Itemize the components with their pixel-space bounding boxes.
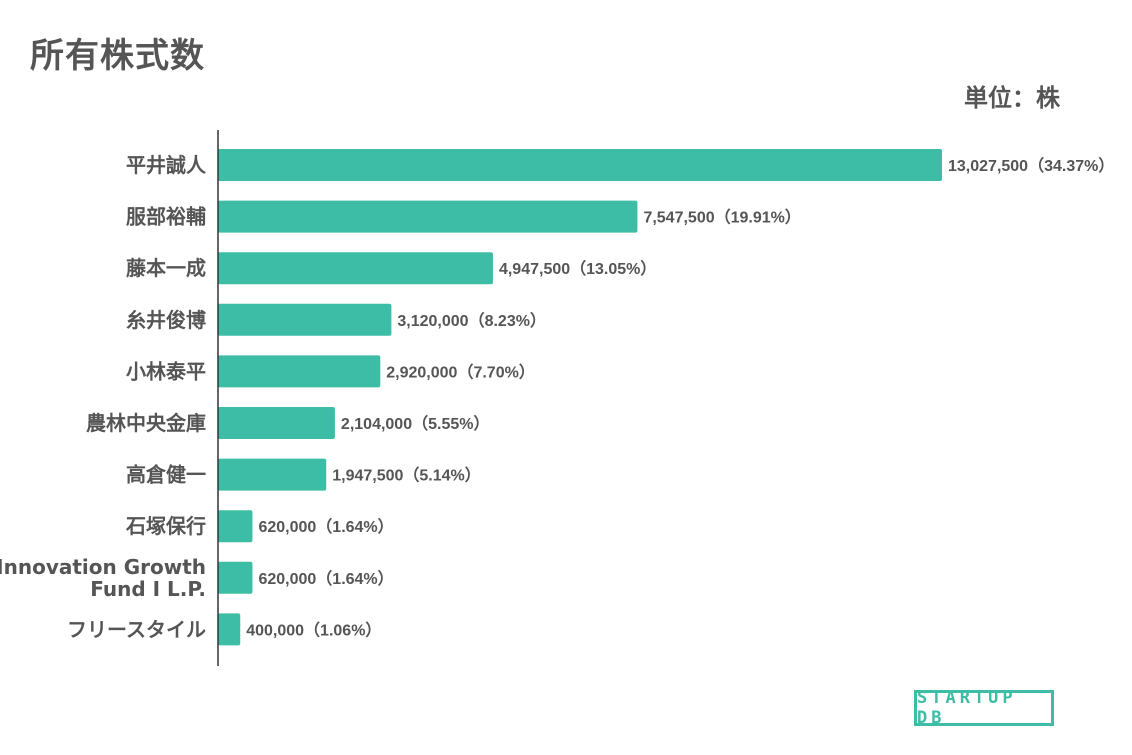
category-label-2: 藤本一成: [125, 256, 206, 280]
startup-db-logo: STARTUP DB: [914, 688, 1054, 728]
bar-8: [218, 561, 253, 594]
value-label-9: 400,000（1.06%）: [246, 621, 381, 639]
category-label-4: 小林泰平: [126, 359, 206, 383]
bar-0: [218, 149, 942, 181]
bar-5: [218, 407, 335, 439]
bar-9: [218, 613, 241, 646]
value-label-2: 4,947,500（13.05%）: [499, 260, 656, 278]
category-label-3: 糸井俊博: [126, 308, 206, 332]
value-label-6: 1,947,500（5.14%）: [332, 467, 481, 485]
category-label-8: Innovation Growth Fund I L.P.: [0, 555, 206, 601]
value-label-7: 620,000（1.64%）: [258, 518, 393, 536]
value-label-5: 2,104,000（5.55%）: [341, 415, 490, 433]
value-label-8: 620,000（1.64%）: [258, 570, 393, 588]
bar-1: [218, 200, 638, 233]
value-label-0: 13,027,500（34.37%）: [948, 157, 1114, 175]
value-label-1: 7,547,500（19.91%）: [643, 209, 800, 227]
bar-7: [218, 510, 253, 543]
category-label-7: 石塚保行: [125, 514, 206, 538]
bar-3: [218, 303, 392, 336]
category-label-6: 高倉健一: [126, 463, 206, 487]
category-label-0: 平井誠人: [126, 153, 207, 177]
category-label-1: 服部裕輔: [126, 205, 206, 229]
value-label-3: 3,120,000（8.23%）: [397, 312, 546, 330]
value-label-4: 2,920,000（7.70%）: [386, 363, 535, 381]
bar-6: [218, 458, 327, 491]
unit-label: 単位：株: [964, 84, 1060, 112]
chart-title: 所有株式数: [30, 36, 205, 76]
category-label-9: フリースタイル: [67, 617, 206, 641]
bar-4: [218, 355, 381, 388]
bar-2: [218, 252, 493, 285]
category-label-5: 農林中央金庫: [86, 411, 206, 435]
